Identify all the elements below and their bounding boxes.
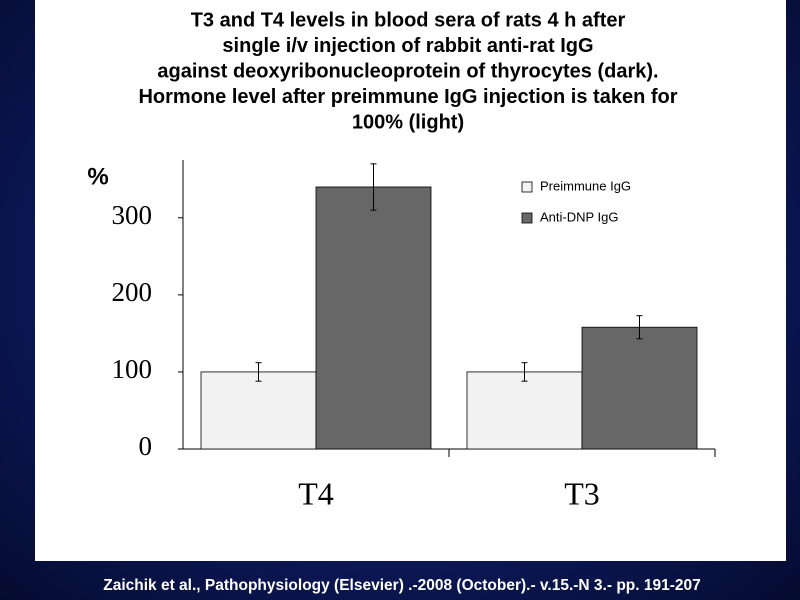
chart-title: T3 and T4 levels in blood sera of rats 4… — [191, 9, 626, 31]
legend-label: Preimmune IgG — [540, 178, 631, 193]
bar — [315, 186, 432, 450]
bar — [466, 371, 583, 450]
chart-title: single i/v injection of rabbit anti-rat … — [222, 35, 593, 57]
chart-title: against deoxyribonucleoprotein of thyroc… — [157, 60, 658, 82]
x-tick-label: T3 — [564, 475, 600, 511]
legend-swatch — [521, 181, 533, 193]
bar — [581, 326, 698, 450]
error-bar — [636, 315, 643, 340]
chart-title: 100% (light) — [352, 111, 464, 133]
legend-swatch — [521, 212, 533, 224]
legend-label: Anti-DNP IgG — [540, 209, 619, 224]
chart-title: Hormone level after preimmune IgG inject… — [138, 86, 677, 108]
y-tick-label: 0 — [139, 431, 153, 461]
y-axis-label: % — [87, 163, 108, 190]
y-tick-label: 300 — [112, 200, 153, 230]
x-tick-label: T4 — [298, 475, 334, 511]
error-bar — [255, 362, 262, 382]
y-tick-label: 100 — [112, 354, 153, 384]
bar — [200, 371, 317, 450]
error-bar — [370, 163, 377, 211]
footer: Zaichik et al., Pathophysiology (Elsevie… — [103, 577, 701, 594]
y-tick-label: 200 — [112, 277, 153, 307]
error-bar — [521, 362, 528, 382]
